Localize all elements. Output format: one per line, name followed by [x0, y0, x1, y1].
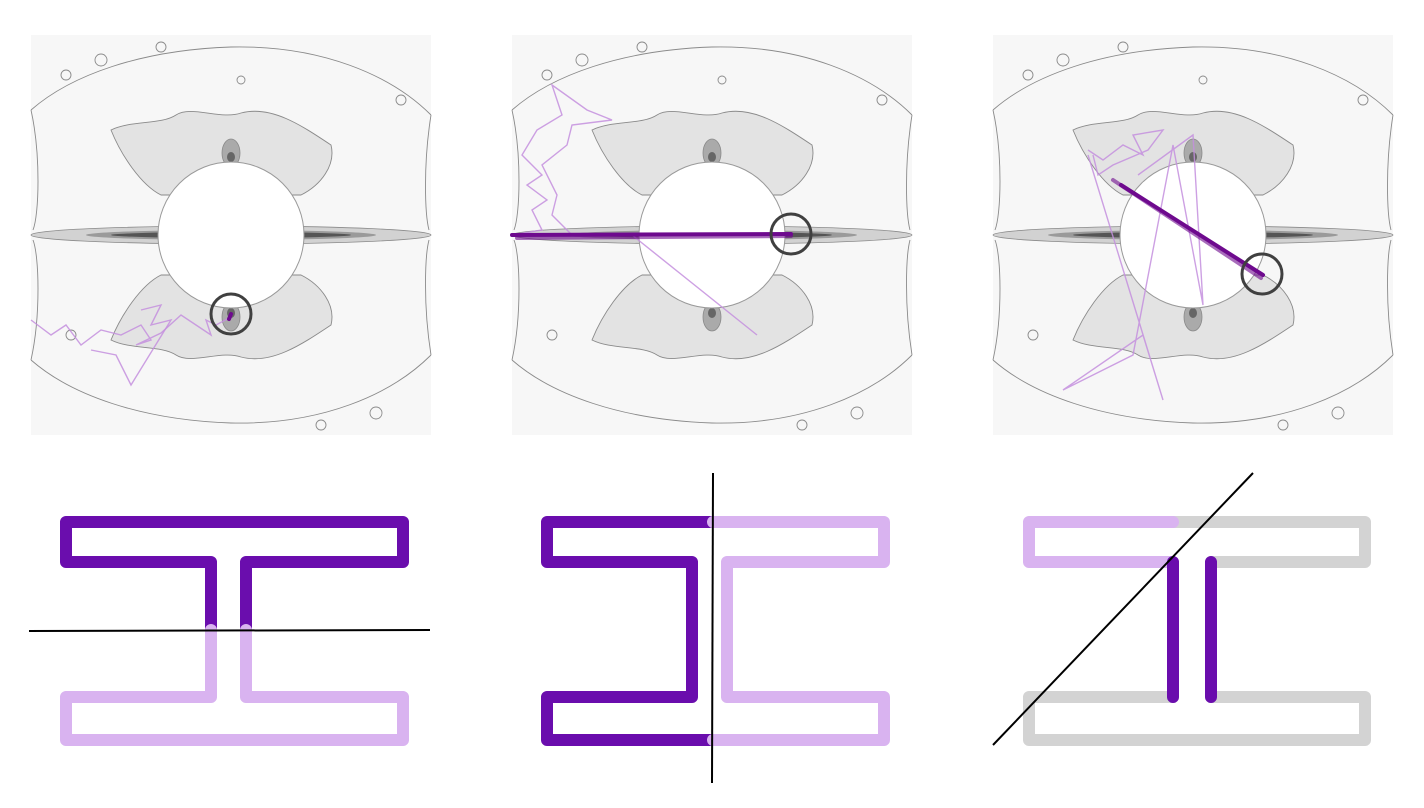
partition-panel [992, 472, 1371, 746]
partition-panel [541, 472, 890, 784]
state-panel [30, 34, 432, 436]
partition-panel [28, 516, 431, 746]
state-panel [510, 34, 913, 436]
state-panel [992, 34, 1394, 436]
